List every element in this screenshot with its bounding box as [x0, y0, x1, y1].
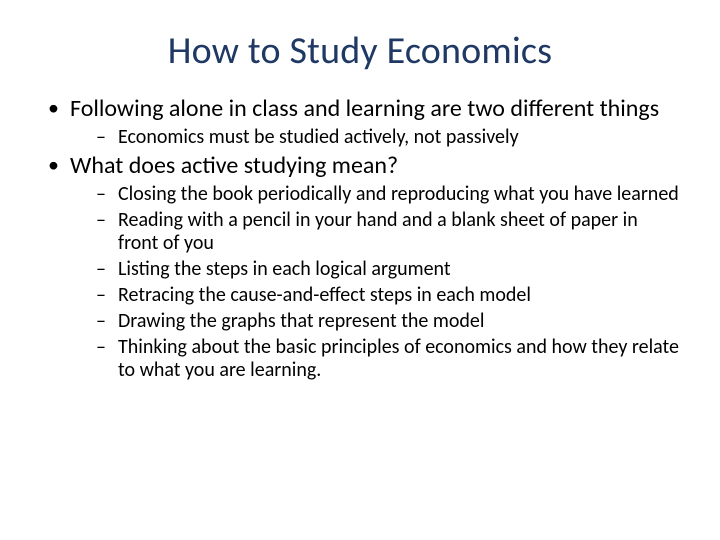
bullet-text: What does active studying mean? [70, 151, 398, 180]
sub-bullet-item: Economics must be studied actively, not … [70, 126, 680, 149]
sub-bullet-item: Listing the steps in each logical argume… [70, 258, 680, 281]
bullet-item: Following alone in class and learning ar… [40, 96, 680, 149]
bullet-item: What does active studying mean? Closing … [40, 153, 680, 382]
sub-bullet-list: Economics must be studied actively, not … [70, 126, 680, 149]
sub-bullet-text: Listing the steps in each logical argume… [118, 257, 451, 281]
sub-bullet-text: Economics must be studied actively, not … [118, 125, 519, 149]
sub-bullet-item: Closing the book periodically and reprod… [70, 183, 680, 206]
sub-bullet-text: Closing the book periodically and reprod… [118, 182, 679, 206]
sub-bullet-list: Closing the book periodically and reprod… [70, 183, 680, 382]
sub-bullet-item: Thinking about the basic principles of e… [70, 336, 680, 382]
bullet-text: Following alone in class and learning ar… [70, 94, 659, 123]
bullet-list: Following alone in class and learning ar… [40, 96, 680, 382]
sub-bullet-text: Drawing the graphs that represent the mo… [118, 309, 484, 333]
sub-bullet-text: Reading with a pencil in your hand and a… [118, 208, 638, 255]
sub-bullet-text: Thinking about the basic principles of e… [118, 335, 679, 382]
slide-title: How to Study Economics [40, 28, 680, 74]
sub-bullet-item: Drawing the graphs that represent the mo… [70, 310, 680, 333]
sub-bullet-item: Retracing the cause-and-effect steps in … [70, 284, 680, 307]
sub-bullet-text: Retracing the cause-and-effect steps in … [118, 283, 531, 307]
sub-bullet-item: Reading with a pencil in your hand and a… [70, 209, 680, 255]
